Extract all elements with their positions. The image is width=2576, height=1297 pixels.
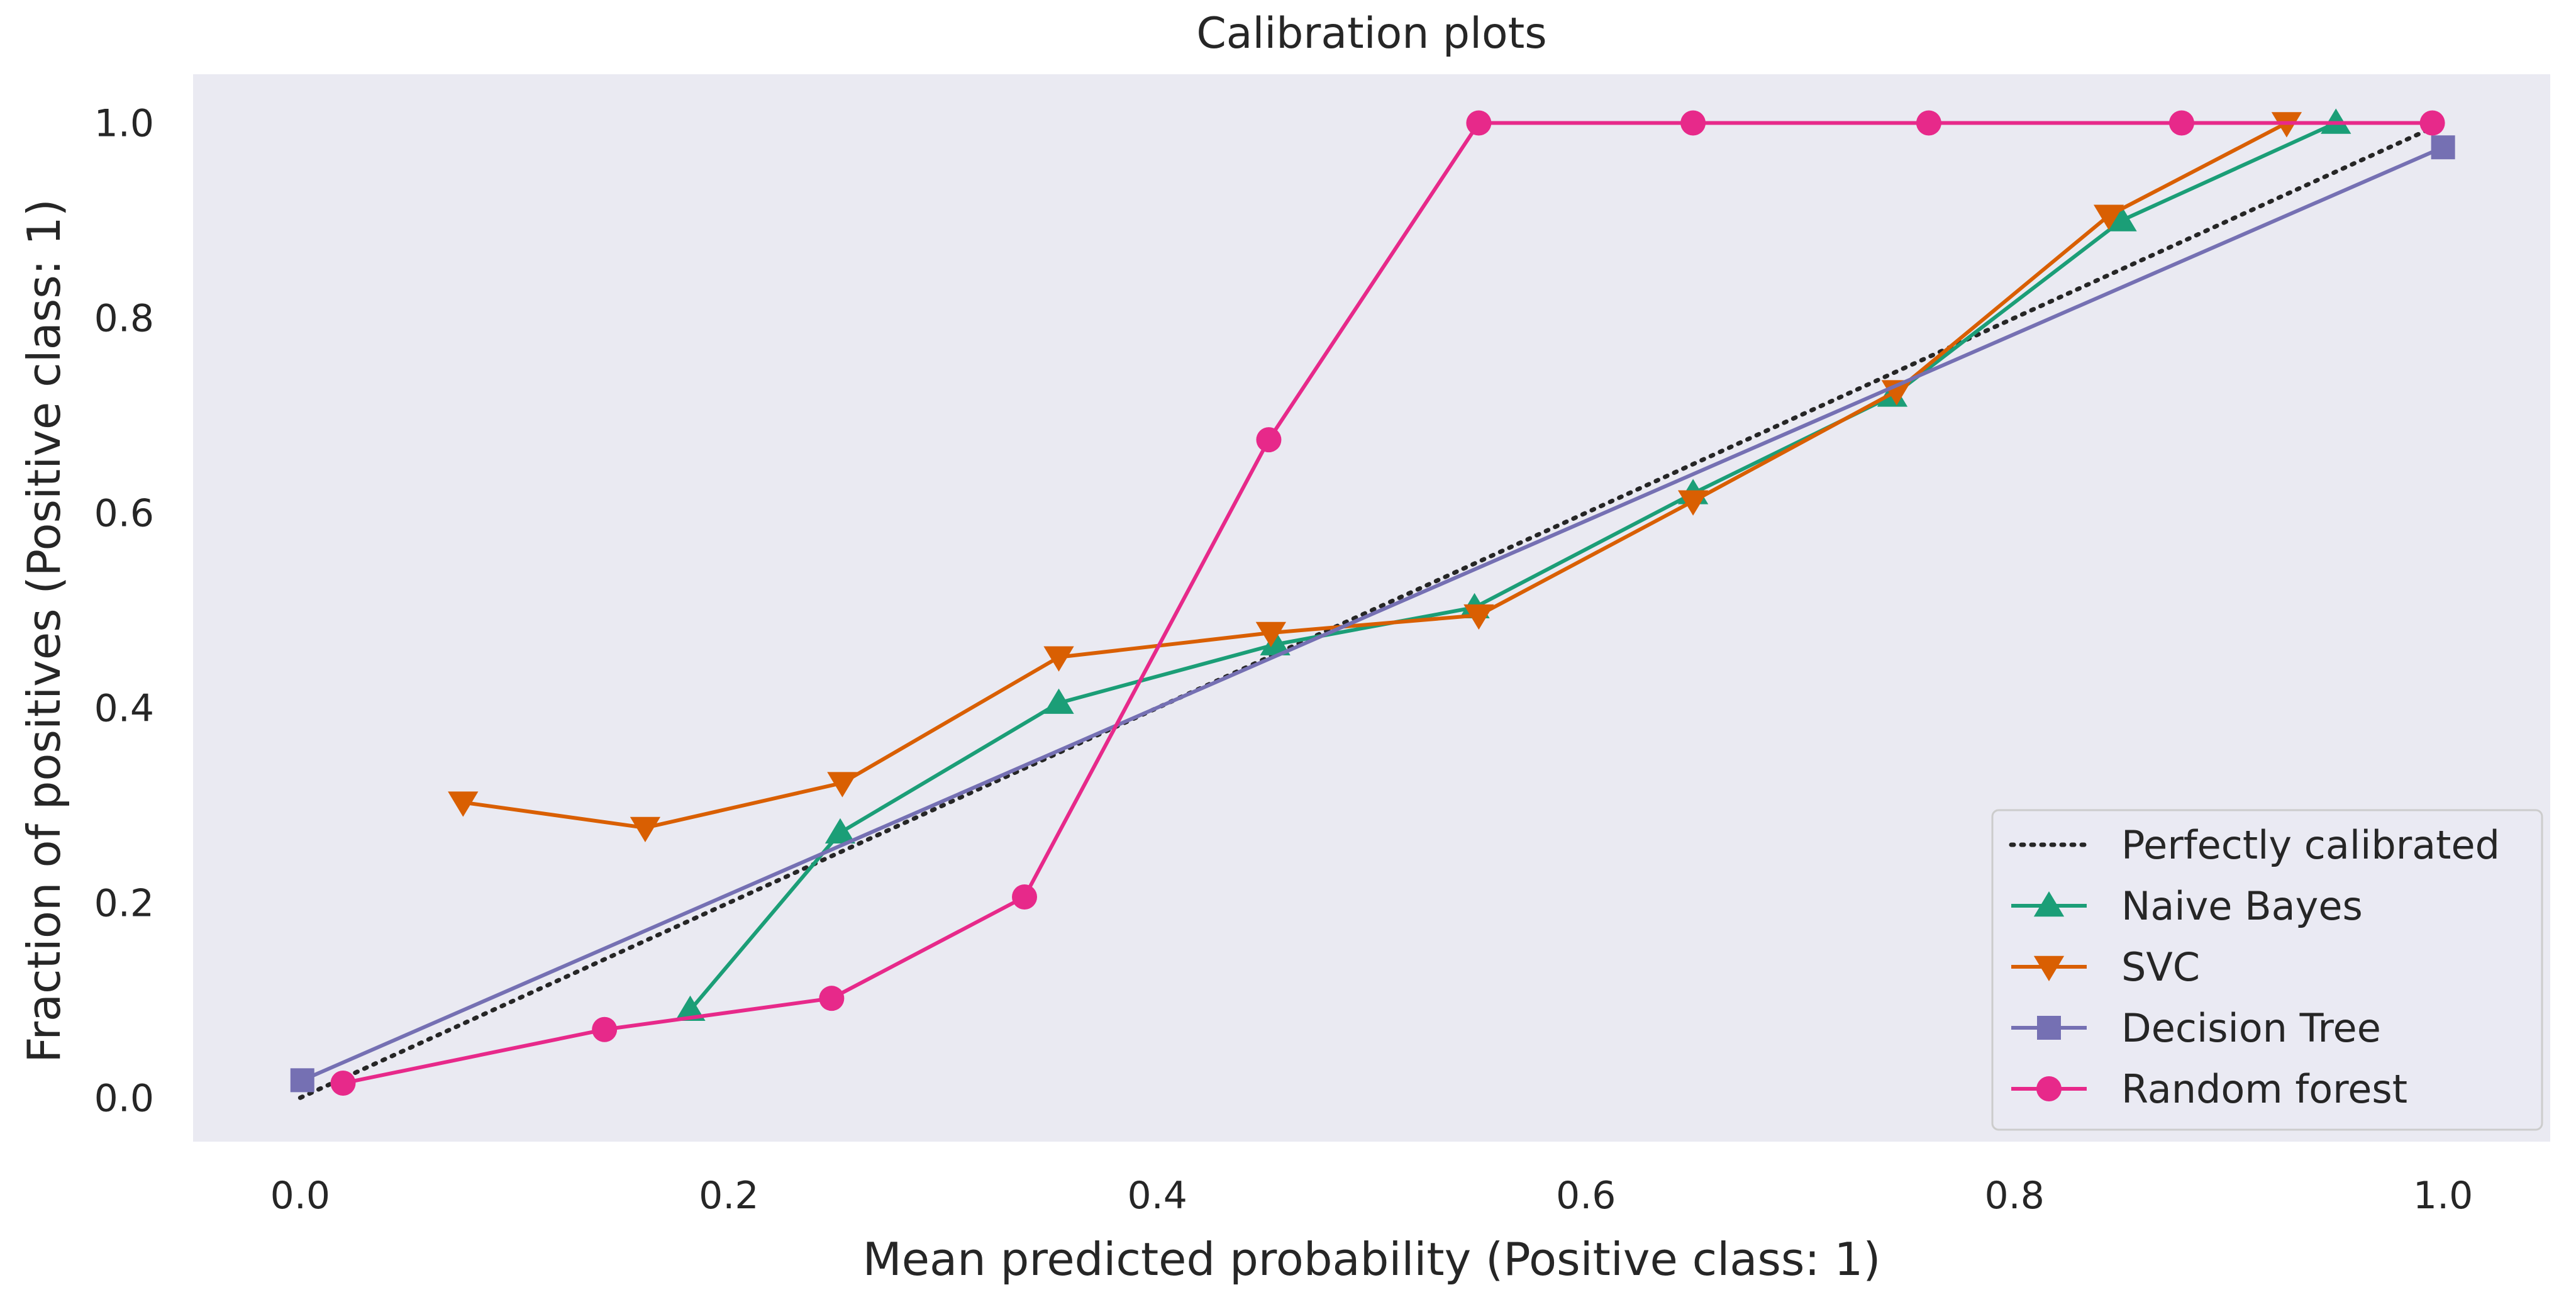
x-tick-label-0.6: 0.6 [1556, 1174, 1616, 1218]
series-line-svc [462, 121, 2288, 830]
legend-label-perfectly-calibrated: Perfectly calibrated [2121, 822, 2500, 868]
data-point-svc [1881, 380, 1912, 406]
x-tick-label-1.0: 1.0 [2413, 1174, 2473, 1218]
legend-label-random-forest: Random forest [2121, 1066, 2407, 1112]
y-tick-label-0.2: 0.2 [94, 881, 154, 925]
legend-marker-naive-bayes [2033, 891, 2065, 917]
data-point-random-forest [2419, 110, 2445, 136]
legend-label-decision-tree: Decision Tree [2121, 1005, 2381, 1051]
y-tick-label-0.6: 0.6 [94, 491, 154, 535]
legend: Perfectly calibrated Naive Bayes SVC Decisi… [1991, 809, 2543, 1131]
series-random-forest [330, 110, 2445, 1096]
chart-title: Calibration plots [1196, 9, 1546, 58]
series-line-random-forest [342, 121, 2433, 1085]
x-tick-label-0.8: 0.8 [1984, 1174, 2044, 1218]
x-tick-label-0.2: 0.2 [699, 1174, 758, 1218]
data-point-svc [1043, 646, 1074, 672]
data-point-random-forest [2168, 110, 2194, 136]
series-decision-tree [290, 135, 2455, 1093]
series-line-perfectly-calibrated [297, 120, 2446, 1100]
data-point-svc [630, 816, 661, 842]
data-point-svc [2093, 204, 2124, 230]
data-point-naive-bayes [2106, 206, 2137, 231]
legend-marker-random-forest [2036, 1076, 2062, 1101]
x-tick-label-0.0: 0.0 [270, 1174, 330, 1218]
data-point-naive-bayes [1043, 688, 1074, 714]
legend-marker-decision-tree [2037, 1016, 2061, 1040]
legend-item-perfectly-calibrated: Perfectly calibrated [2009, 822, 2500, 868]
data-point-random-forest [1256, 427, 1282, 453]
x-axis-label: Mean predicted probability (Positive cla… [863, 1233, 1881, 1286]
legend-item-svc: SVC [2011, 944, 2200, 990]
series-perfectly-calibrated [297, 120, 2446, 1100]
legend-frame [1991, 809, 2543, 1131]
y-tick-label-0.4: 0.4 [94, 686, 154, 730]
y-axis-label: Fraction of positives (Positive class: 1… [18, 199, 70, 1063]
y-tick-label-1.0: 1.0 [94, 101, 154, 145]
legend-label-svc: SVC [2121, 944, 2200, 990]
data-point-svc [1677, 490, 1709, 516]
data-point-svc [448, 791, 479, 817]
data-point-decision-tree [290, 1068, 314, 1093]
series-svc [448, 112, 2302, 842]
legend-item-decision-tree: Decision Tree [2011, 1005, 2381, 1051]
data-point-random-forest [1680, 110, 1706, 136]
ticks-layer: 0.0 0.2 0.4 0.6 0.8 1.0 0.0 0.2 0.4 0.6 0.8 1.0 [94, 101, 2473, 1218]
data-point-random-forest [1916, 110, 1941, 136]
data-point-random-forest [1466, 110, 1492, 136]
data-point-svc [1255, 621, 1287, 648]
data-point-random-forest [330, 1071, 356, 1096]
data-point-random-forest [819, 986, 845, 1011]
data-point-svc [1463, 604, 1494, 630]
data-point-naive-bayes [1260, 630, 1291, 655]
series-layer [290, 108, 2455, 1100]
series-line-decision-tree [301, 145, 2444, 1083]
data-point-random-forest [1012, 884, 1038, 910]
y-tick-label-0.0: 0.0 [94, 1076, 154, 1120]
legend-marker-svc [2033, 955, 2065, 981]
legend-item-random-forest: Random forest [2011, 1066, 2407, 1112]
y-tick-label-0.8: 0.8 [94, 296, 154, 340]
data-point-svc [827, 772, 858, 798]
data-point-random-forest [592, 1016, 618, 1042]
x-tick-label-0.4: 0.4 [1128, 1174, 1187, 1218]
data-point-decision-tree [2431, 135, 2455, 160]
legend-label-naive-bayes: Naive Bayes [2121, 883, 2363, 929]
legend-item-naive-bayes: Naive Bayes [2011, 883, 2363, 929]
data-point-naive-bayes [824, 818, 856, 843]
data-point-naive-bayes [675, 995, 706, 1021]
